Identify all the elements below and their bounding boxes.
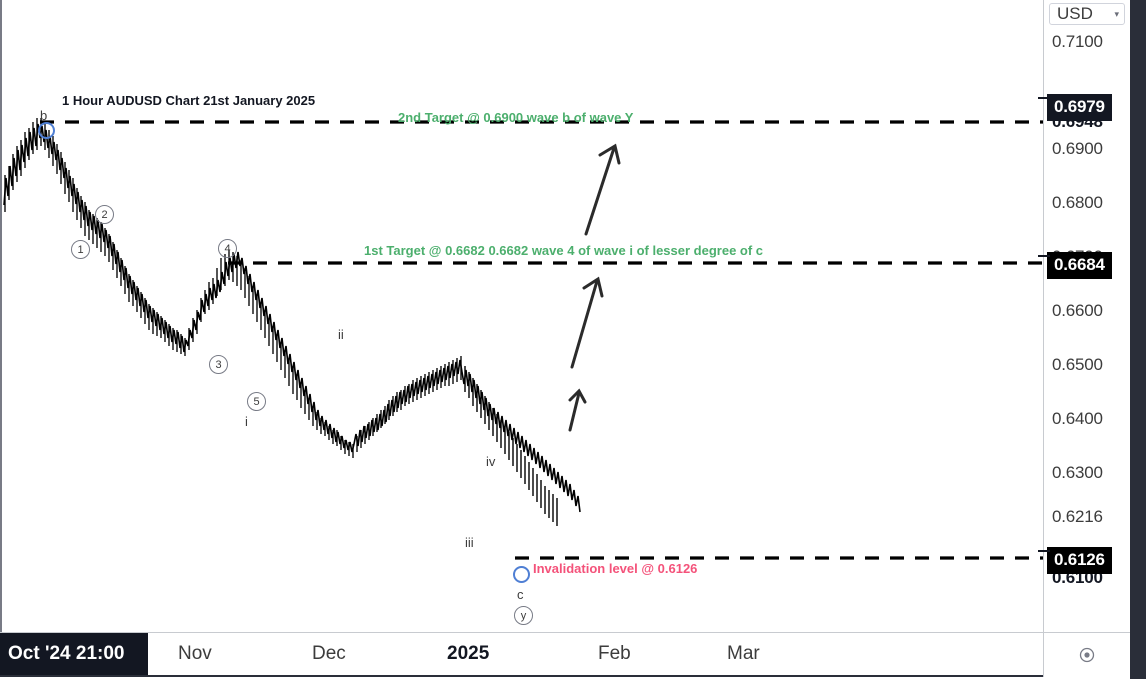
time-tick-nov: Nov (178, 643, 212, 664)
price-tick-5: 0.6400 (1052, 409, 1103, 428)
wave-label-y: y (514, 606, 533, 625)
price-tick-6: 0.6300 (1052, 463, 1103, 482)
time-tick-mar: Mar (727, 643, 760, 664)
price-tag-0.6684[interactable]: 0.6684 (1038, 252, 1112, 279)
time-tick-dec: Dec (312, 643, 346, 664)
tag-pointer-dash (1038, 97, 1050, 99)
second-target-label: 2nd Target @ 0.6900 wave b of wave Y (398, 110, 634, 125)
wave-label-2: 2 (95, 205, 114, 224)
price-tick-0: 0.7100 (1052, 32, 1103, 51)
target-crosshair-icon (1079, 647, 1095, 663)
time-tick-2025: 2025 (447, 643, 490, 664)
price-tick-3: 0.6600 (1052, 301, 1103, 320)
time-axis[interactable]: Oct '24 21:00 Nov Dec 2025 Feb Mar (0, 632, 1130, 677)
price-tick-1: 0.6900 (1052, 139, 1103, 158)
price-bar-ticks (4, 118, 462, 458)
chart-plot-area[interactable]: 1 Hour AUDUSD Chart 21st January 2025 2n… (0, 0, 1043, 632)
wave-label-5: 5 (247, 392, 266, 411)
price-tick-2: 0.6800 (1052, 193, 1103, 212)
first-target-label: 1st Target @ 0.6682 0.6682 wave 4 of wav… (364, 243, 764, 258)
price-tag-value: 0.6684 (1054, 255, 1105, 274)
price-tag-0.6979[interactable]: 0.6979 (1038, 94, 1112, 121)
time-tick-feb: Feb (598, 643, 631, 664)
wave-label-iii: iii (465, 535, 474, 550)
wave-label-3: 3 (209, 355, 228, 374)
price-series-canvas (3, 118, 1043, 560)
time-axis-current-label: Oct '24 21:00 (0, 633, 148, 675)
projection-arrow-2 (570, 276, 604, 369)
wave-label-1: 1 (71, 240, 90, 259)
time-axis-current-value: Oct '24 21:00 (8, 643, 125, 664)
wave-b-marker[interactable] (38, 122, 55, 139)
wave-label-ii: ii (338, 327, 344, 342)
projection-arrow-3 (584, 143, 621, 236)
projection-arrow-1 (568, 388, 587, 432)
price-axis[interactable]: 0.6948 0.6700 0.6100 0.7100 0.6900 0.680… (1038, 0, 1130, 632)
price-tag-value: 0.6979 (1054, 97, 1105, 116)
price-tag-0.6126[interactable]: 0.6126 (1038, 547, 1112, 574)
chart-reset-scale-button[interactable] (1043, 632, 1130, 677)
price-tick-4: 0.6500 (1052, 355, 1103, 374)
wave-c-marker[interactable] (513, 566, 530, 583)
wave-label-b: b (40, 108, 48, 123)
tag-pointer-dash (1038, 255, 1050, 257)
wave-label-4: 4 (218, 239, 237, 258)
wave-label-i: i (245, 414, 248, 429)
chevron-down-icon: ▾ (1114, 8, 1119, 19)
currency-dropdown-value: USD (1057, 4, 1093, 23)
price-tag-value: 0.6126 (1054, 550, 1105, 569)
invalidation-level-label: Invalidation level @ 0.6126 (533, 561, 698, 576)
wave-label-c: c (517, 587, 524, 602)
wave-label-iv: iv (486, 454, 496, 469)
price-bar-ticks-right (464, 366, 558, 526)
chart-title: 1 Hour AUDUSD Chart 21st January 2025 (62, 93, 316, 108)
currency-dropdown[interactable]: USD ▾ (1049, 3, 1125, 25)
right-edge-gutter (1130, 0, 1146, 679)
price-tick-7: 0.6216 (1052, 507, 1103, 526)
tag-pointer-dash (1038, 550, 1050, 552)
